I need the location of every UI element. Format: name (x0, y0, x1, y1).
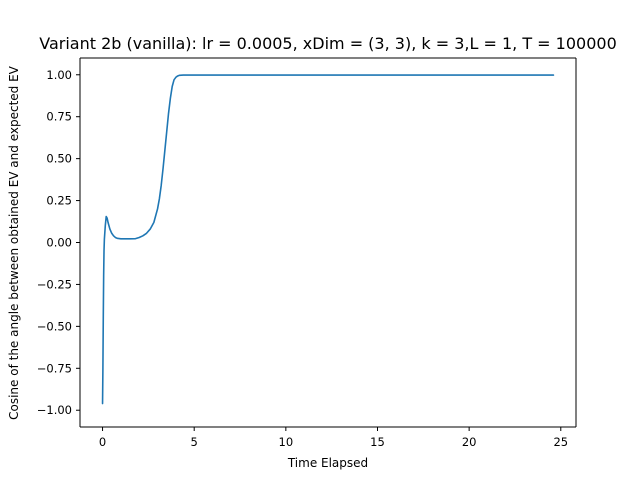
y-tick-label: −0.75 (37, 361, 72, 375)
y-tick-label: 0.50 (46, 152, 72, 166)
y-tick-label: 0.25 (46, 194, 72, 208)
x-tick-label: 25 (553, 435, 568, 449)
x-axis-label: Time Elapsed (287, 456, 368, 470)
x-tick-label: 5 (191, 435, 198, 449)
x-tick-label: 15 (370, 435, 385, 449)
x-ticks: 0 5 10 15 20 25 (99, 427, 568, 449)
y-tick-label: 0.75 (46, 110, 72, 124)
y-tick-label: −0.50 (37, 319, 72, 333)
y-tick-label: −0.25 (37, 277, 72, 291)
x-tick-label: 0 (99, 435, 106, 449)
y-tick-label: 1.00 (46, 68, 72, 82)
y-ticks: −1.00 −0.75 −0.50 −0.25 0.00 0.25 0.50 0.75 1.00 (37, 68, 80, 417)
y-axis-label: Cosine of the angle between obtained EV … (7, 65, 21, 420)
series-line-cosine (101, 74, 555, 405)
x-tick-label: 20 (462, 435, 477, 449)
y-tick-label: 0.00 (46, 236, 72, 250)
series-layer (101, 74, 555, 405)
y-tick-label: −1.00 (37, 403, 72, 417)
chart-title: Variant 2b (vanilla): lr = 0.0005, xDim … (39, 34, 617, 53)
x-tick-label: 10 (279, 435, 294, 449)
